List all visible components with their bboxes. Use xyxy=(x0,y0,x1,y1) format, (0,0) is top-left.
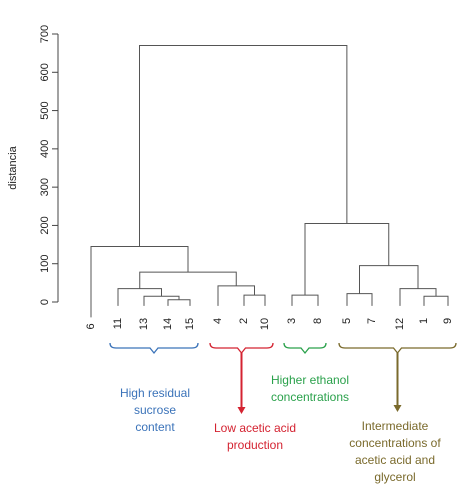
merge-link-12 xyxy=(304,223,390,296)
group-label-intermediate: Intermediate concentrations of acetic ac… xyxy=(349,419,441,484)
merge-link-1 xyxy=(143,295,180,306)
leaf-label-9: 9 xyxy=(442,318,454,324)
group-bracket-0 xyxy=(109,342,199,355)
leaf-label-3: 3 xyxy=(286,318,298,324)
group-arrow-head-3 xyxy=(393,405,402,412)
merge-link-0 xyxy=(167,299,191,306)
leaf-label-2: 2 xyxy=(238,318,250,324)
y-tick-label-700: 700 xyxy=(39,25,51,43)
leaf-label-8: 8 xyxy=(312,318,324,324)
leaf-label-11: 11 xyxy=(112,318,124,329)
merge-link-8 xyxy=(346,293,373,306)
merge-link-10 xyxy=(399,288,437,306)
merge-link-7 xyxy=(291,294,319,306)
merge-link-13 xyxy=(139,44,348,247)
leaf-label-12: 12 xyxy=(394,318,406,330)
y-tick-label-600: 600 xyxy=(39,63,51,81)
y-tick-label-500: 500 xyxy=(39,101,51,119)
merge-link-3 xyxy=(243,294,266,306)
merge-link-2 xyxy=(117,288,162,306)
y-tick-label-100: 100 xyxy=(39,255,51,273)
leaf-label-14: 14 xyxy=(162,318,174,330)
group-label-acetic: Low acetic acid production xyxy=(213,421,297,452)
merge-link-9 xyxy=(423,295,449,306)
merge-link-4 xyxy=(217,285,255,306)
leaf-label-13: 13 xyxy=(138,318,150,330)
group-bracket-3 xyxy=(338,342,457,355)
y-tick-label-200: 200 xyxy=(39,216,51,234)
leaf-label-7: 7 xyxy=(366,318,378,324)
leaf-label-4: 4 xyxy=(212,318,224,324)
y-tick-label-0: 0 xyxy=(39,299,51,305)
group-label-ethanol: Higher ethanol concentrations xyxy=(270,373,350,404)
group-bracket-1 xyxy=(209,342,274,355)
group-bracket-2 xyxy=(283,342,327,355)
leaf-label-1: 1 xyxy=(418,318,430,324)
merge-link-11 xyxy=(359,265,419,294)
leaf-label-15: 15 xyxy=(184,318,196,330)
leaf-label-10: 10 xyxy=(259,318,271,330)
leaf-label-5: 5 xyxy=(341,318,353,324)
y-tick-label-300: 300 xyxy=(39,178,51,196)
y-axis-label: distancia xyxy=(7,145,19,189)
y-tick-label-400: 400 xyxy=(39,140,51,158)
merge-link-6 xyxy=(90,245,189,318)
group-arrow-head-1 xyxy=(237,407,246,414)
group-label-sucrose: High residual sucrose content xyxy=(119,386,191,434)
leaf-label-6: 6 xyxy=(85,323,97,329)
